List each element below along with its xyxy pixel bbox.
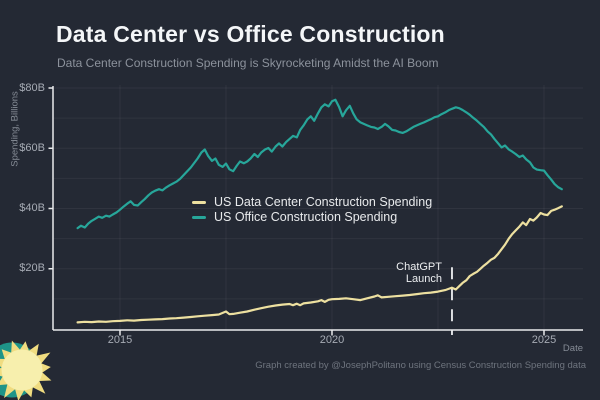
chatgpt-launch-annotation: ChatGPT Launch [396, 261, 442, 285]
legend: US Data Center Construction Spending US … [192, 195, 432, 224]
sun-body [1, 349, 43, 391]
y-tick-label-60: $60B [19, 141, 45, 154]
y-tick-label-40: $40B [19, 202, 45, 214]
y-tick-label-20: $20B [19, 262, 45, 275]
office-line [76, 98, 563, 230]
x-axis-title: Date [562, 343, 583, 354]
y-tick-label-80: $80B [19, 81, 45, 94]
chart-title: Data Center vs Office Construction [56, 21, 445, 47]
data-center-line-swatch [192, 200, 206, 204]
legend-label-data-center: US Data Center Construction Spending [214, 195, 433, 209]
legend-item-office: US Office Construction Spending [192, 210, 432, 224]
legend-item-data-center: US Data Center Construction Spending [192, 195, 432, 209]
x-tick-label-2015: 2015 [107, 334, 133, 346]
x-tick-label-2025: 2025 [531, 334, 557, 346]
data-center-line [76, 205, 563, 324]
x-tick-label-2020: 2020 [319, 334, 345, 346]
sun-logo-icon [0, 340, 52, 400]
credit-text: Graph created by @JosephPolitano using C… [255, 360, 586, 371]
y-axis-title: Spending, Billions [9, 91, 21, 167]
legend-label-office: US Office Construction Spending [214, 210, 398, 224]
chart-subtitle: Data Center Construction Spending is Sky… [57, 56, 439, 70]
office-line-swatch [192, 215, 206, 219]
